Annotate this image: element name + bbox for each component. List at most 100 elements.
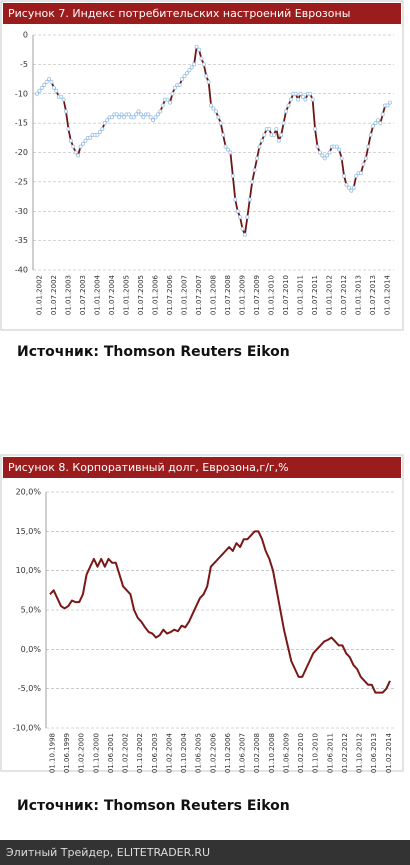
marker bbox=[35, 91, 40, 96]
marker bbox=[153, 115, 158, 120]
x-tick-label: 01.01.2009 bbox=[239, 275, 247, 315]
y-tick-label: -5 bbox=[20, 60, 28, 69]
marker bbox=[61, 97, 66, 102]
marker bbox=[257, 144, 262, 149]
marker bbox=[184, 71, 189, 76]
marker bbox=[303, 97, 308, 102]
x-tick-label: 01.01.2014 bbox=[384, 274, 392, 315]
marker bbox=[192, 62, 197, 67]
marker bbox=[288, 97, 293, 102]
marker bbox=[308, 91, 313, 96]
marker bbox=[358, 171, 363, 176]
marker bbox=[201, 62, 206, 67]
x-tick-label: 01.01.2006 bbox=[152, 274, 160, 315]
marker bbox=[160, 103, 165, 108]
x-tick-label: 01.06.2003 bbox=[151, 733, 159, 773]
marker bbox=[228, 150, 233, 155]
marker bbox=[300, 94, 305, 99]
marker bbox=[293, 91, 298, 96]
marker bbox=[245, 215, 250, 220]
marker bbox=[238, 215, 243, 220]
marker bbox=[250, 179, 255, 184]
marker bbox=[47, 77, 52, 82]
x-tick-label: 01.10.2012 bbox=[356, 733, 364, 773]
marker bbox=[322, 156, 327, 161]
x-tick-label: 01.06.2001 bbox=[107, 733, 115, 773]
x-tick-label: 01.07.2008 bbox=[224, 275, 232, 315]
x-tick-label: 01.07.2013 bbox=[369, 275, 377, 315]
marker bbox=[211, 106, 216, 111]
marker bbox=[76, 153, 81, 158]
marker bbox=[218, 121, 223, 126]
marker bbox=[271, 132, 276, 137]
marker bbox=[286, 103, 291, 108]
marker bbox=[97, 129, 102, 134]
marker bbox=[117, 115, 122, 120]
marker bbox=[310, 97, 315, 102]
marker bbox=[100, 127, 105, 132]
x-tick-label: 01.01.2003 bbox=[65, 275, 73, 315]
y-tick-label: -5,0% bbox=[18, 684, 42, 693]
marker bbox=[59, 94, 64, 99]
marker bbox=[242, 232, 247, 237]
marker bbox=[187, 68, 192, 73]
marker bbox=[204, 74, 209, 79]
y-tick-label: 15,0% bbox=[16, 527, 42, 536]
marker bbox=[298, 91, 303, 96]
marker bbox=[327, 150, 332, 155]
source: Источник: Thomson Reuters Eikon bbox=[17, 798, 290, 814]
marker bbox=[216, 115, 221, 120]
y-tick-label: -35 bbox=[15, 236, 28, 245]
marker bbox=[158, 109, 163, 114]
marker bbox=[240, 226, 245, 231]
x-tick-label: 01.02.2014 bbox=[385, 732, 393, 773]
marker bbox=[259, 138, 264, 143]
x-tick-label: 01.06.2013 bbox=[370, 733, 378, 773]
marker bbox=[177, 82, 182, 87]
x-tick-label: 01.06.2007 bbox=[239, 733, 247, 773]
marker bbox=[213, 109, 218, 114]
x-tick-label: 01.01.2010 bbox=[268, 275, 276, 315]
marker bbox=[54, 88, 59, 93]
marker bbox=[194, 44, 199, 49]
marker bbox=[223, 144, 228, 149]
marker bbox=[83, 138, 88, 143]
marker bbox=[126, 112, 131, 117]
x-tick-label: 01.01.2007 bbox=[181, 275, 189, 315]
x-tick-label: 01.01.2005 bbox=[123, 275, 131, 315]
marker bbox=[262, 132, 267, 137]
x-tick-label: 01.01.2013 bbox=[355, 275, 363, 315]
y-tick-label: -10,0% bbox=[13, 724, 42, 733]
source: Источник: Thomson Reuters Eikon bbox=[17, 344, 290, 360]
y-tick-label: -25 bbox=[15, 177, 28, 186]
y-tick-label: -30 bbox=[15, 207, 28, 216]
series-line bbox=[49, 530, 391, 694]
marker bbox=[281, 121, 286, 126]
marker bbox=[165, 97, 170, 102]
marker bbox=[221, 132, 226, 137]
marker bbox=[206, 80, 211, 85]
marker bbox=[230, 173, 235, 178]
x-tick-label: 01.02.2008 bbox=[253, 733, 261, 773]
title-bar bbox=[3, 3, 401, 24]
x-tick-label: 01.07.2006 bbox=[166, 274, 174, 315]
marker bbox=[66, 127, 71, 132]
y-tick-label: 0 bbox=[23, 31, 28, 40]
chart-frame bbox=[0, 454, 404, 772]
marker bbox=[267, 127, 272, 132]
x-tick-label: 01.10.2002 bbox=[136, 733, 144, 773]
marker bbox=[380, 112, 385, 117]
footer-bar bbox=[0, 840, 410, 865]
marker bbox=[255, 156, 260, 161]
marker bbox=[109, 115, 114, 120]
marker bbox=[233, 197, 238, 202]
marker bbox=[339, 156, 344, 161]
y-tick-label: -15 bbox=[15, 119, 28, 128]
x-tick-label: 01.10.2004 bbox=[180, 732, 188, 773]
marker bbox=[42, 82, 47, 87]
marker bbox=[325, 153, 330, 158]
chart-frame bbox=[0, 0, 404, 331]
x-tick-label: 01.07.2009 bbox=[253, 275, 261, 315]
marker bbox=[105, 118, 110, 123]
marker bbox=[73, 150, 78, 155]
